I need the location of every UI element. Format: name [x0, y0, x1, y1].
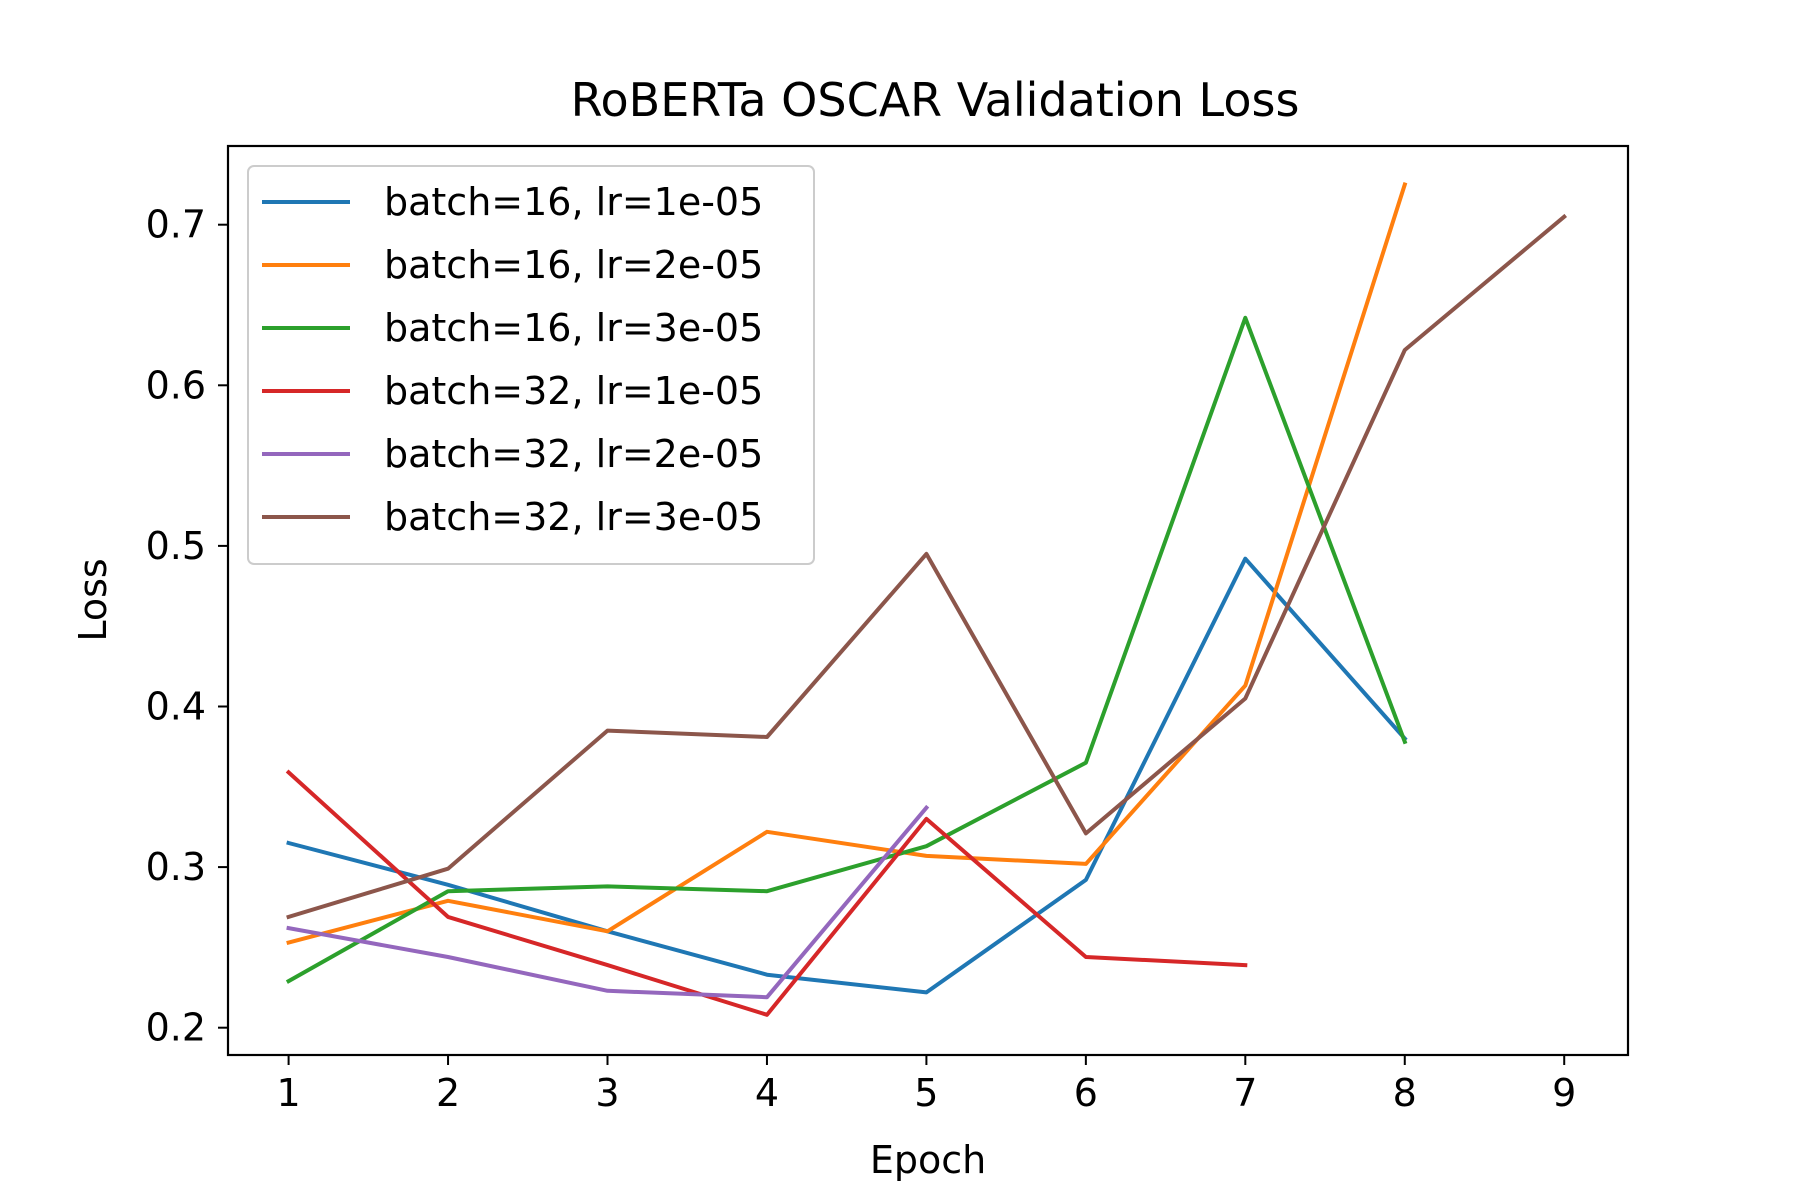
legend-label: batch=16, lr=3e-05 — [384, 306, 763, 350]
series-line-1 — [286, 556, 1408, 995]
x-tick-label: 6 — [1074, 1071, 1098, 1115]
series-line-5 — [286, 804, 930, 1000]
legend-label: batch=16, lr=2e-05 — [384, 243, 763, 287]
x-tick-label: 9 — [1552, 1071, 1576, 1115]
y-tick-label: 0.5 — [146, 524, 206, 568]
series-line-2 — [286, 181, 1408, 946]
x-tick-label: 8 — [1393, 1071, 1417, 1115]
y-axis-label: Loss — [71, 558, 115, 641]
legend-label: batch=16, lr=1e-05 — [384, 180, 763, 224]
x-tick-label: 7 — [1233, 1071, 1257, 1115]
legend-label: batch=32, lr=3e-05 — [384, 495, 763, 539]
y-tick-label: 0.7 — [146, 203, 206, 247]
plot-area — [226, 144, 1630, 1057]
series-line-4 — [285, 769, 1248, 1017]
x-tick-label: 5 — [914, 1071, 938, 1115]
x-tick-label: 4 — [755, 1071, 779, 1115]
x-tick-label: 1 — [276, 1071, 300, 1115]
x-tick-label: 3 — [595, 1071, 619, 1115]
legend-label: batch=32, lr=2e-05 — [384, 432, 763, 476]
y-tick-label: 0.2 — [146, 1006, 206, 1050]
series-line-3 — [285, 315, 1408, 984]
legend-label: batch=32, lr=1e-05 — [384, 369, 763, 413]
y-tick-label: 0.4 — [146, 684, 206, 728]
x-tick-label: 2 — [436, 1071, 460, 1115]
x-axis: 1 2 3 4 5 6 7 8 9 — [276, 1055, 1576, 1115]
y-axis: 0.2 0.3 0.4 0.5 0.6 0.7 — [146, 203, 228, 1050]
series-layer — [285, 181, 1568, 1017]
series-line-6 — [286, 213, 1568, 920]
plot-frame — [226, 144, 1630, 1057]
x-axis-label: Epoch — [870, 1138, 986, 1182]
legend-box — [247, 165, 815, 565]
legend: batch=16, lr=1e-05 batch=16, lr=2e-05 batc… — [247, 165, 815, 565]
y-tick-label: 0.3 — [146, 845, 206, 889]
chart-title: RoBERTa OSCAR Validation Loss — [571, 73, 1300, 127]
y-tick-label: 0.6 — [146, 363, 206, 407]
